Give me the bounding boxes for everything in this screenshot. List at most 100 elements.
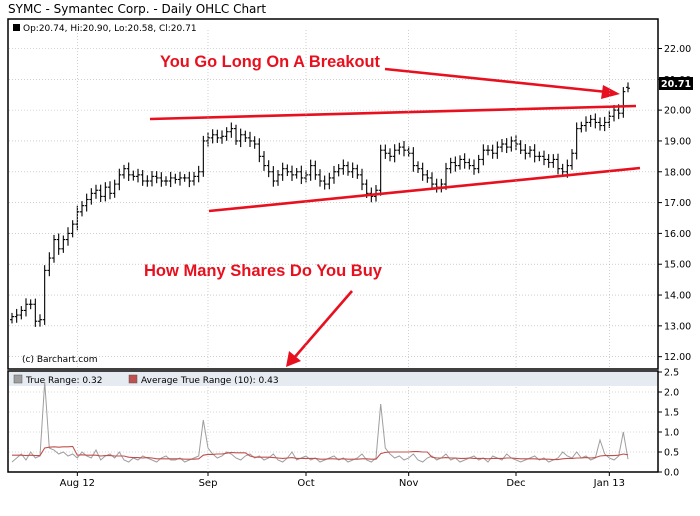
legend-swatch-ohlc (13, 24, 20, 31)
ohlc-bar (75, 205, 80, 231)
price-tick-label: 20.00 (664, 106, 691, 117)
ohlc-bar (574, 122, 579, 160)
ohlc-bar (481, 144, 486, 166)
ohlc-bar (495, 141, 500, 159)
ohlc-bar (164, 176, 168, 186)
ohlc-bar (280, 162, 285, 181)
ohlc-bar (220, 130, 224, 144)
ohlc-bar (383, 144, 388, 159)
price-tick-label: 13.00 (664, 321, 691, 332)
ohlc-bar (584, 116, 588, 132)
ohlc-bar (252, 136, 257, 149)
atr-series (11, 381, 629, 463)
atr-tick-label: 2.5 (664, 368, 679, 379)
shares-arrow-head (286, 351, 301, 367)
ohlc-bar (52, 234, 56, 263)
ohlc-bar (467, 158, 472, 170)
ohlc-bar (388, 148, 392, 162)
shares-arrow-line (293, 290, 353, 359)
watermark: (c) Barchart.com (22, 355, 98, 365)
ohlc-bar (154, 171, 159, 184)
ohlc-bar (294, 167, 299, 179)
ohlc-bar (108, 181, 112, 200)
atr-tick-label: 1.0 (664, 428, 679, 439)
atr-grid (9, 391, 657, 453)
ohlc-bar (346, 161, 350, 176)
atr-y-axis: 0.0 0.5 1.0 1.5 2.0 2.5 (658, 368, 679, 479)
ohlc-bar (80, 201, 84, 217)
breakout-arrow-line (384, 67, 608, 94)
ohlc-bar (145, 175, 150, 187)
ohlc-bar (318, 169, 322, 187)
ohlc-bar (551, 154, 556, 168)
ohlc-bar (238, 128, 243, 148)
ohlc-bar (556, 153, 560, 175)
ohlc-bar (136, 168, 140, 183)
atr-tick-label: 1.5 (664, 408, 679, 419)
atr-tick-label: 0.0 (664, 468, 679, 479)
ohlc-bar (150, 171, 154, 187)
ohlc-bar (420, 162, 425, 181)
annotation-breakout: You Go Long On A Breakout (160, 52, 380, 71)
annotation-shares: How Many Shares Do You Buy (144, 261, 383, 280)
ohlc-bar (201, 135, 206, 177)
ohlc-bar (103, 182, 108, 202)
ohlc-bar (299, 165, 304, 185)
ohlc-bar (210, 129, 215, 144)
ohlc-bar (598, 117, 602, 131)
ohlc-bar (28, 299, 33, 310)
ohlc-bar (570, 149, 574, 170)
ohlc-bar (626, 82, 630, 93)
ohlc-bar (61, 235, 66, 253)
atr-legend-band (9, 372, 657, 386)
ohlc-bar (248, 131, 252, 147)
ohlc-bar (406, 146, 411, 158)
ohlc-bar (621, 87, 626, 118)
ohlc-bar (532, 144, 537, 163)
ohlc-bar (322, 175, 327, 190)
ohlc-bar (19, 306, 24, 320)
ohlc-bar (602, 116, 607, 132)
ohlc-bar (266, 160, 271, 178)
ohlc-bar (229, 122, 234, 138)
ohlc-bar (56, 233, 61, 255)
series-true-range (11, 381, 629, 463)
ohlc-bar (112, 179, 117, 198)
ohlc-bar (243, 130, 248, 142)
ohlc-bar (453, 156, 458, 172)
ohlc-bar (173, 173, 178, 184)
ohlc-bar (425, 169, 430, 183)
legend-atr: Average True Range (10): 0.43 (141, 376, 279, 386)
ohlc-bar (579, 121, 584, 133)
series-average-true-range (12, 445, 629, 461)
ohlc-bar (192, 171, 196, 186)
ohlc-bar (462, 153, 467, 169)
x-axis: Aug 12 Sep Oct Nov Dec Jan 13 (60, 30, 625, 489)
ohlc-bar (332, 165, 336, 184)
ohlc-bar (546, 154, 551, 168)
price-panel-frame (7, 18, 659, 370)
price-tick-label: 15.00 (664, 260, 691, 271)
breakout-arrow-head (601, 85, 620, 99)
ohlc-bar (89, 188, 94, 205)
ohlc-bar (518, 140, 523, 155)
ohlc-bar (486, 145, 490, 156)
ohlc-bar (47, 252, 52, 277)
ohlc-bar (122, 164, 126, 179)
ohlc-bar (178, 171, 182, 186)
price-tick-label: 14.00 (664, 291, 691, 302)
ohlc-bar (397, 142, 402, 155)
ohlc-bar (500, 138, 504, 153)
ohlc-bar (168, 171, 173, 188)
ohlc-bar (430, 172, 434, 190)
legend-true-range: True Range: 0.32 (25, 376, 102, 386)
ohlc-bar (196, 165, 201, 183)
ohlc-bar (313, 160, 318, 180)
ohlc-bar (308, 159, 313, 181)
ohlc-bar (416, 161, 420, 173)
price-tick-label: 17.00 (664, 198, 691, 209)
ohlc-bar (271, 166, 276, 187)
ohlc-bar (182, 174, 187, 182)
ohlc-bar (24, 298, 28, 317)
last-price-tag-label: 20.71 (661, 79, 691, 90)
